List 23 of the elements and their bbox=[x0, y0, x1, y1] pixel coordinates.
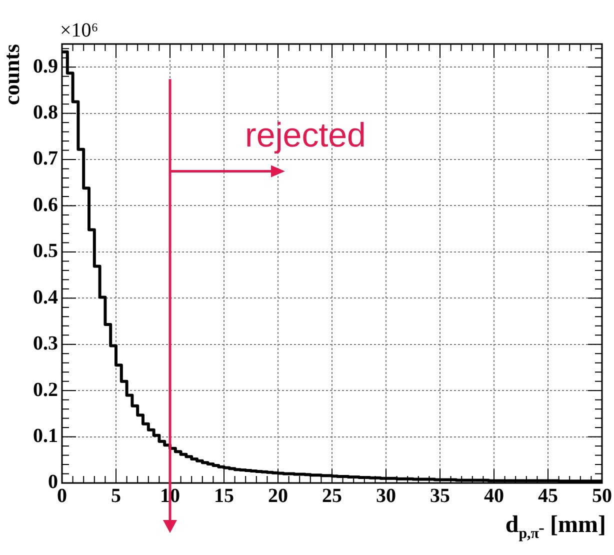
x-tick-label: 15 bbox=[214, 485, 234, 508]
x-tick-label: 50 bbox=[592, 485, 612, 508]
x-tick-label: 40 bbox=[484, 485, 504, 508]
x-tick-label: 45 bbox=[538, 485, 558, 508]
x-tick-label: 5 bbox=[111, 485, 121, 508]
y-tick-label: 0.4 bbox=[33, 286, 58, 308]
text: ×10⁶ bbox=[60, 19, 98, 42]
annotation: rejected bbox=[245, 116, 366, 154]
x-tick-label: 20 bbox=[268, 485, 288, 508]
y-tick-label: 0.9 bbox=[33, 55, 58, 78]
y-axis-title: counts bbox=[0, 44, 24, 106]
y-tick-label: 0.5 bbox=[33, 240, 58, 262]
y-tick-label: 0.1 bbox=[33, 424, 58, 447]
y-tick-label: 0.3 bbox=[33, 332, 58, 355]
y-tick-label: 0.2 bbox=[33, 378, 58, 401]
x-axis-title: d$_{p,π⁻}$ [mm] bbox=[505, 512, 606, 543]
y-tick-label: 0.7 bbox=[33, 148, 58, 170]
x-tick-label: 30 bbox=[376, 485, 396, 508]
x-tick-label: 35 bbox=[430, 485, 450, 508]
y-tick-label: 0.6 bbox=[33, 194, 58, 216]
y-tick-label: 0.8 bbox=[33, 101, 58, 124]
x-tick-label: 25 bbox=[322, 485, 342, 508]
y-tick-label: 0 bbox=[48, 471, 58, 494]
